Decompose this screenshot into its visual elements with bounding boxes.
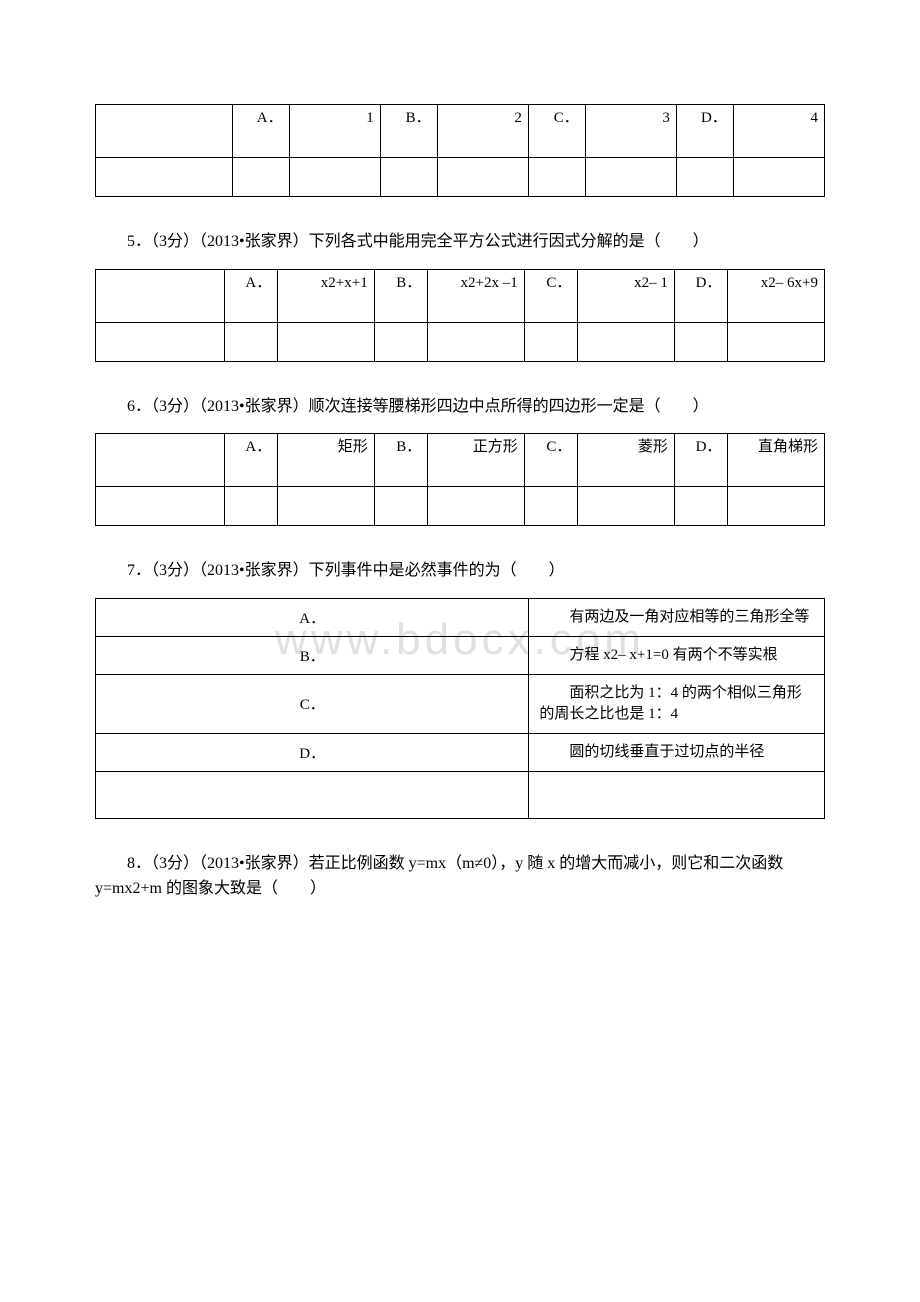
- q6-text: 6．（3分）（2013•张家界）顺次连接等腰梯形四边中点所得的四边形一定是（ ）: [95, 394, 825, 420]
- q7-opt-b-letter: B．: [96, 636, 529, 674]
- q6-block: 6．（3分）（2013•张家界）顺次连接等腰梯形四边中点所得的四边形一定是（ ）…: [95, 394, 825, 527]
- q6-empty-row: [96, 487, 825, 526]
- q4-opt-d-letter: D．: [676, 105, 733, 158]
- q7-opt-a-desc-cell: 有两边及一角对应相等的三角形全等: [529, 598, 825, 636]
- q7-text: 7．（3分）（2013•张家界）下列事件中是必然事件的为（ ）: [95, 558, 825, 584]
- q6-opt-d-value: 直角梯形: [728, 434, 825, 487]
- q7-opt-b-desc-cell: 方程 x2– x+1=0 有两个不等实根: [529, 636, 825, 674]
- q4-options-table: A． 1 B． 2 C． 3 D． 4: [95, 104, 825, 197]
- q4-opt-b-value: 2: [437, 105, 528, 158]
- q4-empty-row: [96, 158, 825, 197]
- q7-block: 7．（3分）（2013•张家界）下列事件中是必然事件的为（ ） A． 有两边及一…: [95, 558, 825, 819]
- q5-opt-b-letter: B．: [374, 269, 428, 322]
- q5-options-row: A． x2+x+1 B． x2+2x –1 C． x2– 1 D． x2– 6x…: [96, 269, 825, 322]
- q7-opt-d-value: 圆的切线垂直于过切点的半径: [539, 742, 814, 763]
- q6-opt-d-letter: D．: [674, 434, 728, 487]
- q6-options-table: A． 矩形 B． 正方形 C． 菱形 D． 直角梯形: [95, 433, 825, 526]
- q6-opt-b-letter: B．: [374, 434, 428, 487]
- q6-opt-b-value: 正方形: [428, 434, 524, 487]
- q4-spacer-cell: [96, 105, 233, 158]
- q4-opt-c-value: 3: [585, 105, 676, 158]
- q4-opt-a-value: 1: [289, 105, 380, 158]
- q7-opt-c-row: C． 面积之比为 1：4 的两个相似三角形的周长之比也是 1：4: [96, 674, 825, 733]
- q7-options-table: A． 有两边及一角对应相等的三角形全等 B． 方程 x2– x+1=0 有两个不…: [95, 598, 825, 819]
- q6-opt-c-value: 菱形: [578, 434, 674, 487]
- q5-text: 5．（3分）（2013•张家界）下列各式中能用完全平方公式进行因式分解的是（ ）: [95, 229, 825, 255]
- q8-block: 8．（3分）（2013•张家界）若正比例函数 y=mx（m≠0），y 随 x 的…: [95, 851, 825, 902]
- q7-opt-b-row: B． 方程 x2– x+1=0 有两个不等实根: [96, 636, 825, 674]
- q7-opt-b-value: 方程 x2– x+1=0 有两个不等实根: [539, 645, 814, 666]
- q6-spacer-cell: [96, 434, 225, 487]
- q5-spacer-cell: [96, 269, 225, 322]
- q7-empty-row: [96, 771, 825, 818]
- q5-opt-c-letter: C．: [524, 269, 578, 322]
- q7-opt-d-letter: D．: [96, 733, 529, 771]
- q5-options-table: A． x2+x+1 B． x2+2x –1 C． x2– 1 D． x2– 6x…: [95, 269, 825, 362]
- q4-opt-c-letter: C．: [528, 105, 585, 158]
- q6-opt-a-letter: A．: [224, 434, 278, 487]
- q5-opt-b-value: x2+2x –1: [428, 269, 524, 322]
- q4-opt-a-letter: A．: [232, 105, 289, 158]
- q7-opt-d-desc-cell: 圆的切线垂直于过切点的半径: [529, 733, 825, 771]
- q4-opt-d-value: 4: [733, 105, 824, 158]
- q4-options-row: A． 1 B． 2 C． 3 D． 4: [96, 105, 825, 158]
- q5-opt-c-value: x2– 1: [578, 269, 674, 322]
- q7-opt-d-row: D． 圆的切线垂直于过切点的半径: [96, 733, 825, 771]
- q7-opt-a-value: 有两边及一角对应相等的三角形全等: [539, 607, 814, 628]
- q6-opt-a-value: 矩形: [278, 434, 374, 487]
- q4-opt-b-letter: B．: [380, 105, 437, 158]
- q7-opt-c-letter: C．: [96, 674, 529, 733]
- q6-options-row: A． 矩形 B． 正方形 C． 菱形 D． 直角梯形: [96, 434, 825, 487]
- q7-opt-c-value: 面积之比为 1：4 的两个相似三角形的周长之比也是 1：4: [539, 683, 814, 725]
- q5-block: 5．（3分）（2013•张家界）下列各式中能用完全平方公式进行因式分解的是（ ）…: [95, 229, 825, 362]
- q5-opt-a-letter: A．: [224, 269, 278, 322]
- q5-opt-d-value: x2– 6x+9: [728, 269, 825, 322]
- q5-opt-a-value: x2+x+1: [278, 269, 374, 322]
- q8-text: 8．（3分）（2013•张家界）若正比例函数 y=mx（m≠0），y 随 x 的…: [95, 851, 825, 902]
- q7-opt-a-letter: A．: [96, 598, 529, 636]
- q5-empty-row: [96, 322, 825, 361]
- q7-opt-a-row: A． 有两边及一角对应相等的三角形全等: [96, 598, 825, 636]
- q5-opt-d-letter: D．: [674, 269, 728, 322]
- q7-opt-c-desc-cell: 面积之比为 1：4 的两个相似三角形的周长之比也是 1：4: [529, 674, 825, 733]
- q6-opt-c-letter: C．: [524, 434, 578, 487]
